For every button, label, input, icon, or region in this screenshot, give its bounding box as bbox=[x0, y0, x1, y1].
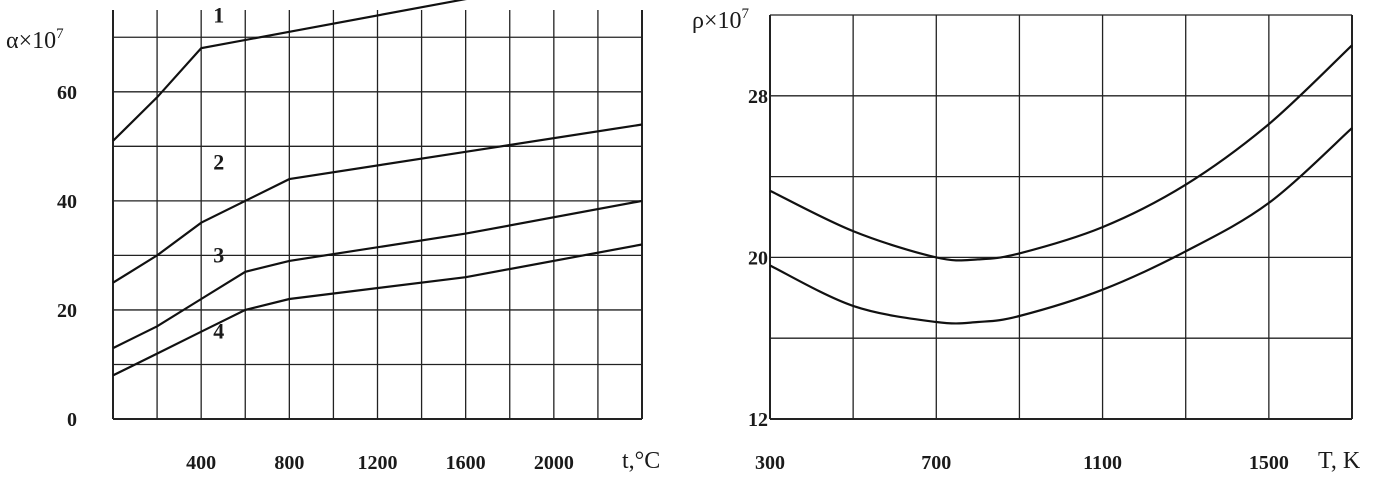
left-x-tick-label: 1600 bbox=[446, 452, 486, 474]
left-x-tick-label: 400 bbox=[186, 452, 216, 474]
right-y-tick-label: 28 bbox=[748, 86, 768, 108]
left-curve-label-4: 4 bbox=[213, 319, 224, 344]
right-series-line-1 bbox=[769, 44, 1353, 262]
left-y-tick-label: 60 bbox=[57, 82, 77, 104]
right-x-axis-label: T, K bbox=[1318, 448, 1361, 474]
right-y-tick-label: 12 bbox=[748, 409, 768, 431]
left-y-tick-label: 0 bbox=[67, 409, 77, 431]
left-curve-label-3: 3 bbox=[213, 242, 224, 267]
right-x-tick-label: 1500 bbox=[1249, 452, 1289, 474]
left-series-line-2 bbox=[112, 123, 643, 284]
left-x-axis-label: t,°C bbox=[622, 448, 660, 474]
right-y-axis-label: ρ×107 bbox=[692, 6, 750, 34]
left-curve-label-1: 1 bbox=[213, 2, 224, 27]
left-x-tick-label: 1200 bbox=[358, 452, 398, 474]
left-y-axis-label: α×107 bbox=[6, 26, 64, 54]
right-x-tick-label: 300 bbox=[755, 452, 785, 474]
right-series-line-2 bbox=[769, 127, 1353, 325]
rho-vs-temperature-chart: 300 700 1100 1500 12 20 28 ρ×107 T, K bbox=[692, 6, 1361, 474]
left-curve-label-2: 2 bbox=[213, 150, 224, 175]
left-y-tick-label: 40 bbox=[57, 191, 77, 213]
right-y-tick-label: 20 bbox=[748, 247, 768, 269]
left-series-line-3 bbox=[112, 199, 643, 350]
left-curve-labels: 1 2 3 4 bbox=[213, 2, 224, 343]
left-series-line-1 bbox=[112, 0, 468, 142]
left-grid bbox=[112, 10, 643, 420]
right-x-tick-label: 700 bbox=[921, 452, 951, 474]
left-series-line-4 bbox=[112, 243, 643, 377]
left-y-tick-label: 20 bbox=[57, 300, 77, 322]
left-x-tick-label: 2000 bbox=[534, 452, 574, 474]
left-series-lines bbox=[112, 0, 643, 377]
left-tick-labels: 400 800 1200 1600 2000 0 20 40 60 bbox=[57, 82, 574, 474]
right-x-tick-label: 1100 bbox=[1083, 452, 1122, 474]
left-x-tick-label: 800 bbox=[274, 452, 304, 474]
alpha-vs-temperature-chart: 400 800 1200 1600 2000 0 20 40 60 1 2 3 4 α×107 t,°… bbox=[6, 0, 660, 474]
right-series-lines bbox=[769, 44, 1353, 325]
right-tick-labels: 300 700 1100 1500 12 20 28 bbox=[748, 86, 1289, 474]
right-grid bbox=[769, 14, 1353, 420]
